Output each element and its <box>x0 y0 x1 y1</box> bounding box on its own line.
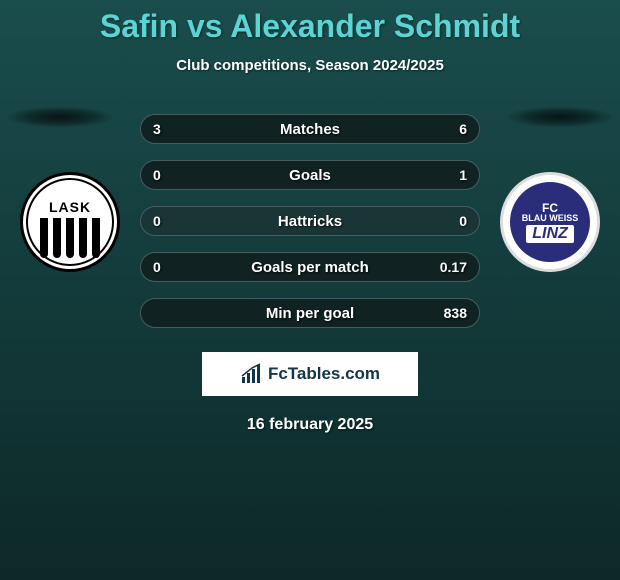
team-right-linz: LINZ <box>526 225 574 243</box>
stat-label: Goals <box>289 167 331 184</box>
stat-row: 0Goals1 <box>140 160 480 190</box>
stat-value-right: 1 <box>459 161 467 189</box>
stats-container: 3Matches60Goals10Hattricks00Goals per ma… <box>140 114 480 328</box>
stat-label-container: Goals per match <box>141 253 479 281</box>
stat-value-right: 838 <box>444 299 467 327</box>
watermark-text: FcTables.com <box>268 364 380 384</box>
team-left-name: LASK <box>49 199 91 215</box>
date-text: 16 february 2025 <box>0 416 620 434</box>
stat-label-container: Matches <box>141 115 479 143</box>
stat-label-container: Min per goal <box>141 299 479 327</box>
page-title: Safin vs Alexander Schmidt <box>0 0 620 45</box>
stat-label-container: Hattricks <box>141 207 479 235</box>
stat-row: Min per goal 838 <box>140 298 480 328</box>
stat-label-container: Goals <box>141 161 479 189</box>
team-left-badge: LASK <box>20 172 120 272</box>
shadow-right <box>505 106 615 128</box>
stat-row: 3Matches6 <box>140 114 480 144</box>
stat-value-right: 0.17 <box>440 253 467 281</box>
team-left-badge-inner: LASK <box>26 178 114 266</box>
watermark: FcTables.com <box>202 352 418 396</box>
team-right-blau: BLAU WEISS <box>522 213 579 223</box>
stat-row: 0Hattricks0 <box>140 206 480 236</box>
team-right-badge: FC BLAU WEISS LINZ <box>500 172 600 272</box>
team-right-badge-inner: FC BLAU WEISS LINZ <box>508 180 592 264</box>
stat-row: 0Goals per match0.17 <box>140 252 480 282</box>
stat-label: Matches <box>280 121 340 138</box>
stat-label: Goals per match <box>251 259 369 276</box>
content-area: LASK FC BLAU WEISS LINZ 3Matches60Goals1… <box>0 114 620 434</box>
stat-value-right: 6 <box>459 115 467 143</box>
stat-label: Min per goal <box>266 305 354 322</box>
stat-value-right: 0 <box>459 207 467 235</box>
stat-label: Hattricks <box>278 213 342 230</box>
shadow-left <box>5 106 115 128</box>
chart-icon <box>240 363 262 385</box>
team-left-stripes <box>40 218 100 258</box>
subtitle: Club competitions, Season 2024/2025 <box>0 57 620 74</box>
